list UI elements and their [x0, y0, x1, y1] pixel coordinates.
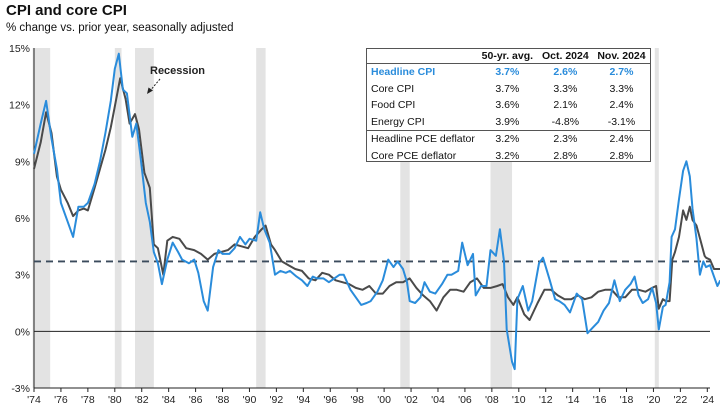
- x-tick-label: '80: [108, 394, 122, 406]
- row-label: Energy CPI: [371, 115, 425, 128]
- x-tick-label: '96: [323, 394, 337, 406]
- y-tick-label: -3%: [11, 383, 30, 395]
- cell: 2.4%: [592, 130, 650, 148]
- recession-annotation: Recession: [147, 65, 205, 94]
- x-tick-label: '24: [700, 394, 714, 406]
- table-row: Core PCE deflator 3.2% 2.8% 2.8%: [367, 148, 650, 165]
- table-header-nov: Nov. 2024: [592, 49, 650, 64]
- y-tick-label: 9%: [15, 156, 30, 168]
- recession-arrow-head: [147, 87, 153, 94]
- recession-label: Recession: [150, 65, 205, 77]
- table-header-oct: Oct. 2024: [537, 49, 593, 64]
- x-tick-label: '92: [270, 394, 284, 406]
- y-tick-label: 6%: [15, 213, 30, 225]
- row-label: Food CPI: [371, 99, 416, 112]
- cell: 3.7%: [495, 82, 520, 95]
- cell: 3.2%: [477, 130, 538, 148]
- chart-title: CPI and core CPI: [6, 2, 127, 19]
- table-header-row: 50-yr. avg. Oct. 2024 Nov. 2024: [367, 49, 650, 64]
- cell: 3.3%: [553, 82, 578, 95]
- x-tick-label: '20: [647, 394, 661, 406]
- row-label: Core CPI: [371, 82, 415, 95]
- summary-table: 50-yr. avg. Oct. 2024 Nov. 2024 Headline…: [366, 48, 651, 162]
- cell: 2.3%: [537, 130, 593, 148]
- x-tick-label: '08: [485, 394, 499, 406]
- cell: 3.6%: [495, 99, 520, 112]
- table-row: Food CPI 3.6% 2.1% 2.4%: [367, 97, 650, 114]
- x-tick-label: '04: [431, 394, 445, 406]
- cell: -3.1%: [607, 115, 636, 128]
- recession-band: [114, 48, 122, 388]
- x-tick-label: '74: [27, 394, 41, 406]
- cell: 2.1%: [553, 99, 578, 112]
- x-tick-label: '00: [377, 394, 391, 406]
- x-tick-label: '88: [216, 394, 230, 406]
- cell: 3.9%: [495, 115, 520, 128]
- recession-band: [654, 48, 659, 388]
- x-tick-label: '02: [404, 394, 418, 406]
- table-header-avg: 50-yr. avg.: [477, 49, 538, 64]
- cell: -4.8%: [551, 115, 580, 128]
- x-tick-label: '94: [296, 394, 310, 406]
- chart-subtitle: % change vs. prior year, seasonally adju…: [6, 22, 234, 34]
- table-row: Headline CPI 3.7% 2.6% 2.7%: [367, 64, 650, 81]
- recession-band: [400, 48, 410, 388]
- x-tick-label: '86: [189, 394, 203, 406]
- table-row: Energy CPI 3.9% -4.8% -3.1%: [367, 114, 650, 131]
- axes: -3% 0% 3% 6% 9% 12% 15% '74 '76 '78 '80 '82 '84 '86 '8…: [9, 43, 714, 406]
- row-label: Headline CPI: [371, 66, 436, 79]
- y-tick-label: 3%: [15, 270, 30, 282]
- cell: 2.8%: [609, 149, 634, 162]
- series-lines: [33, 52, 720, 371]
- y-tick-label: 12%: [9, 100, 30, 112]
- x-tick-label: '10: [512, 394, 526, 406]
- x-tick-label: '16: [593, 394, 607, 406]
- recession-band: [32, 48, 51, 388]
- cell: 3.3%: [609, 82, 634, 95]
- cell: 2.4%: [609, 99, 634, 112]
- x-tick-label: '78: [81, 394, 95, 406]
- headline-cpi-line: [33, 52, 720, 371]
- cell: 2.7%: [609, 66, 634, 79]
- x-tick-label: '12: [539, 394, 553, 406]
- x-tick-label: '98: [350, 394, 364, 406]
- row-label: Core PCE deflator: [371, 149, 457, 162]
- x-tick-label: '76: [54, 394, 68, 406]
- x-tick-label: '82: [135, 394, 149, 406]
- x-tick-label: '84: [162, 394, 176, 406]
- x-tick-label: '22: [674, 394, 688, 406]
- table-header-label: [367, 49, 477, 64]
- table-row: Core CPI 3.7% 3.3% 3.3%: [367, 81, 650, 98]
- x-tick-label: '90: [243, 394, 257, 406]
- x-tick-label: '18: [620, 394, 634, 406]
- table-row: Headline PCE deflator 3.2% 2.3% 2.4%: [367, 130, 650, 148]
- cell: 3.2%: [495, 149, 520, 162]
- cell: 2.6%: [553, 66, 578, 79]
- y-tick-label: 15%: [9, 43, 30, 55]
- y-tick-label: 0%: [15, 326, 30, 338]
- cell: 3.7%: [495, 66, 520, 79]
- x-tick-label: '14: [566, 394, 580, 406]
- x-tick-label: '06: [458, 394, 472, 406]
- cell: 2.8%: [553, 149, 578, 162]
- row-label: Headline PCE deflator: [367, 130, 477, 148]
